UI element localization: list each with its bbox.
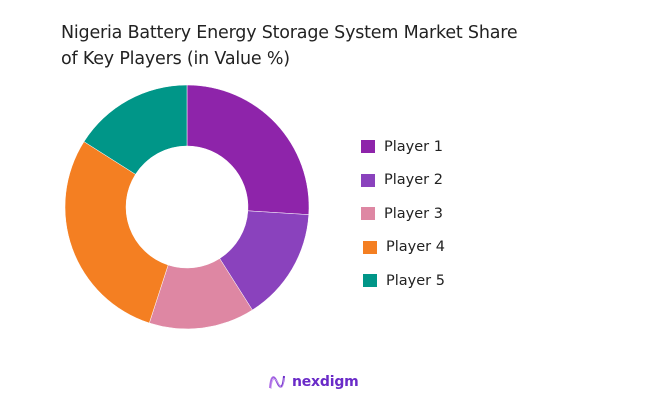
nexdigm-logo: nexdigm	[268, 373, 359, 391]
legend-swatch	[363, 274, 377, 288]
nexdigm-wave-icon	[269, 375, 285, 390]
legend-item-player-5[interactable]: Player 5	[361, 264, 445, 298]
legend-item-player-3[interactable]: Player 3	[361, 197, 445, 231]
chart-legend: Player 1 Player 2 Player 3 Player 4 Play…	[361, 130, 445, 298]
legend-swatch	[361, 140, 375, 154]
donut-slice-player-5[interactable]	[83, 84, 188, 175]
chart-title-line-2: of Key Players (in Value %)	[61, 49, 290, 69]
legend-label: Player 3	[384, 205, 443, 222]
legend-swatch	[361, 173, 375, 187]
donut-slice-player-1[interactable]	[186, 84, 310, 215]
legend-item-player-2[interactable]: Player 2	[361, 164, 445, 198]
chart-title: Nigeria Battery Energy Storage System Ma…	[61, 20, 621, 72]
donut-chart	[64, 84, 310, 330]
legend-item-player-1[interactable]: Player 1	[361, 130, 445, 164]
legend-label: Player 4	[386, 239, 445, 256]
legend-swatch	[363, 240, 377, 254]
legend-label: Player 2	[384, 172, 443, 189]
legend-label: Player 5	[386, 272, 445, 289]
donut-slice-player-4[interactable]	[64, 141, 169, 324]
legend-label: Player 1	[384, 138, 443, 155]
logo-text: nexdigm	[292, 374, 359, 390]
legend-swatch	[361, 207, 375, 221]
chart-title-line-1: Nigeria Battery Energy Storage System Ma…	[61, 23, 518, 43]
legend-item-player-4[interactable]: Player 4	[361, 231, 445, 265]
